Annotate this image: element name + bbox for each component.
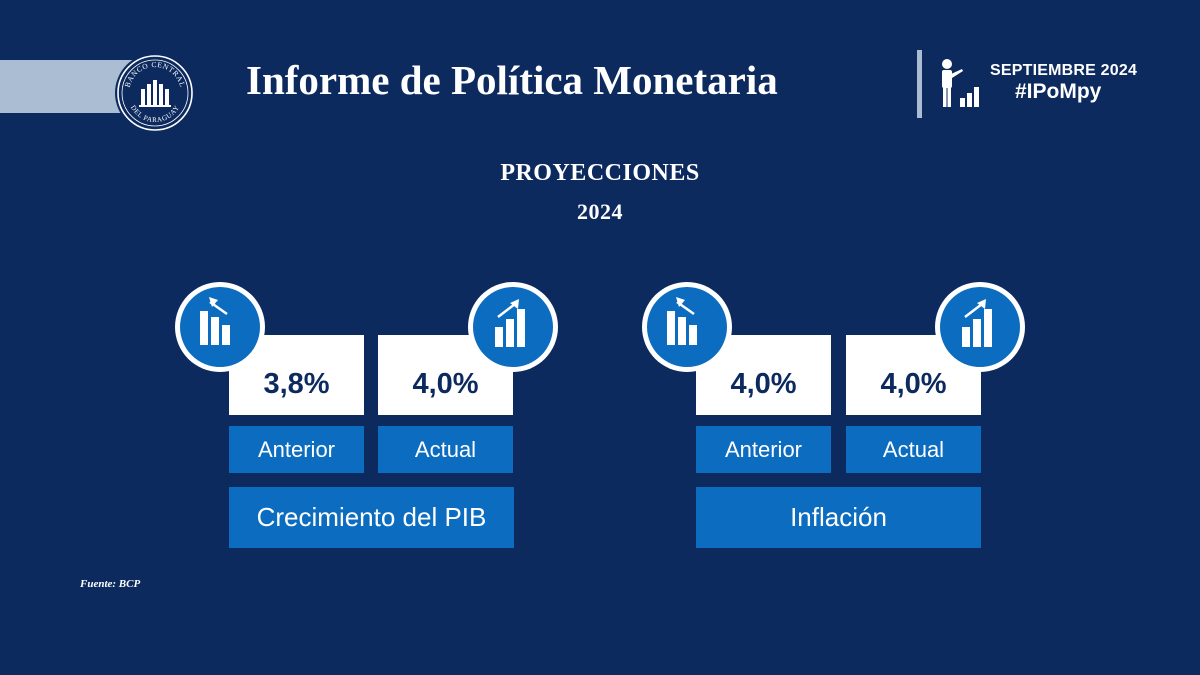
report-date: SEPTIEMBRE 2024: [990, 62, 1138, 79]
previous-value: 3,8%: [263, 367, 330, 400]
previous-label: Anterior: [229, 426, 364, 473]
bars-down-icon: [642, 282, 732, 372]
bank-seal-icon: BANCO CENTRAL DEL PARAGUAY: [117, 55, 193, 131]
header-divider: [917, 50, 922, 118]
bars-down-icon: [175, 282, 265, 372]
current-value: 4,0%: [880, 367, 947, 400]
section-title: PROYECCIONES: [500, 160, 700, 186]
bars-up-icon: [935, 282, 1025, 372]
section-year: 2024: [577, 199, 623, 224]
category-label: Crecimiento del PIB: [229, 487, 514, 548]
presenter-chart-icon: [942, 59, 979, 107]
current-value: 4,0%: [412, 367, 479, 400]
page-title: Informe de Política Monetaria: [246, 57, 778, 103]
current-label: Actual: [378, 426, 513, 473]
current-value-box: 4,0%: [378, 335, 513, 415]
source-note: Fuente: BCP: [80, 578, 141, 590]
bars-up-icon: [468, 282, 558, 372]
category-label: Inflación: [696, 487, 981, 548]
current-label: Actual: [846, 426, 981, 473]
previous-value-box: 3,8%: [229, 335, 364, 415]
hashtag: #IPoMpy: [1015, 80, 1102, 103]
previous-label: Anterior: [696, 426, 831, 473]
previous-value: 4,0%: [730, 367, 797, 400]
bank-logo: BANCO CENTRAL DEL PARAGUAY: [115, 53, 195, 133]
